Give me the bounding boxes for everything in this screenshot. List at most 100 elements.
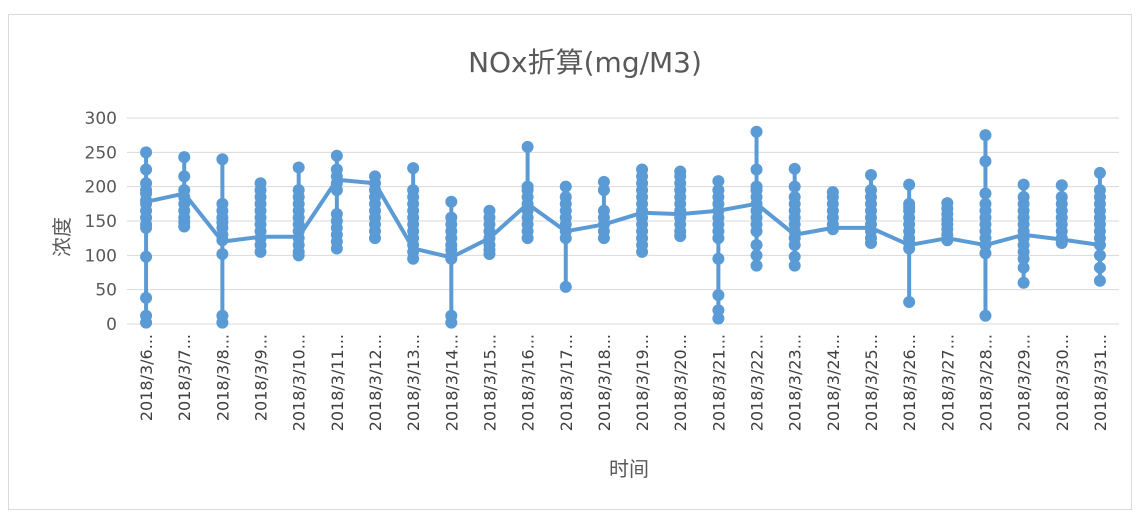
x-tick-label: 2018/3/20... [671, 334, 690, 431]
data-point [636, 245, 649, 258]
data-point [788, 162, 801, 175]
data-point [979, 239, 992, 252]
data-point [597, 184, 610, 197]
data-point [674, 230, 687, 243]
data-point [178, 220, 191, 233]
data-point [330, 184, 343, 197]
data-point [559, 232, 572, 245]
data-point [750, 249, 763, 262]
data-point [903, 296, 916, 309]
data-point [750, 225, 763, 238]
data-point [369, 232, 381, 245]
data-point [1093, 274, 1106, 287]
x-tick-label: 2018/3/13... [404, 334, 423, 431]
data-point [407, 252, 420, 265]
data-point [788, 259, 801, 272]
y-tick-label: 150 [85, 212, 117, 232]
data-point [483, 247, 496, 260]
x-axis-ticks: 2018/3/6... 2018/3/7... 2018/3/8... 2018/3/… [137, 334, 1110, 431]
x-tick-label: 2018/3/28... [976, 334, 995, 431]
y-axis-title: 浓度 [50, 217, 74, 257]
x-tick-label: 2018/3/18... [595, 334, 614, 431]
x-tick-label: 2018/3/27... [938, 334, 957, 431]
y-axis-ticks: 0 50 100 150 200 250 300 [85, 109, 117, 335]
data-point [750, 163, 763, 176]
data-point [1093, 239, 1106, 252]
data-point [178, 151, 191, 164]
data-point [865, 236, 877, 249]
data-point [865, 168, 877, 181]
y-tick-label: 200 [85, 178, 117, 198]
data-point [1055, 179, 1068, 192]
data-point [559, 180, 572, 193]
data-point [140, 316, 153, 329]
data-point [1017, 178, 1030, 191]
data-point [979, 129, 992, 142]
data-point [521, 232, 534, 245]
x-tick-label: 2018/3/8... [213, 334, 232, 421]
data-point [445, 316, 458, 329]
data-point [216, 316, 229, 329]
data-point [445, 252, 458, 265]
data-point [1017, 252, 1030, 265]
data-point [979, 155, 992, 168]
x-tick-label: 2018/3/9... [252, 334, 271, 421]
data-point [1055, 236, 1068, 249]
data-point [712, 289, 725, 302]
x-tick-label: 2018/3/16... [519, 334, 538, 431]
x-tick-label: 2018/3/15... [480, 334, 499, 431]
y-tick-label: 300 [85, 109, 117, 129]
data-point [1093, 166, 1106, 179]
data-point [712, 252, 725, 265]
data-point [140, 250, 153, 263]
data-point [559, 280, 572, 293]
data-point [445, 195, 458, 208]
x-tick-label: 2018/3/26... [900, 334, 919, 431]
data-point [788, 180, 801, 193]
data-point [750, 259, 763, 272]
x-tick-label: 2018/3/7... [175, 334, 194, 421]
chart-title: NOx折算(mg/M3) [468, 46, 702, 79]
data-point [979, 247, 992, 260]
data-point [979, 309, 992, 322]
x-tick-label: 2018/3/23... [786, 334, 805, 431]
y-tick-label: 50 [95, 281, 117, 301]
data-point [788, 250, 801, 263]
x-tick-label: 2018/3/6... [137, 334, 156, 421]
data-point [216, 234, 229, 247]
data-point [178, 170, 191, 183]
x-tick-label: 2018/3/25... [862, 334, 881, 431]
data-point [292, 161, 305, 174]
x-tick-label: 2018/3/21... [709, 334, 728, 431]
x-tick-label: 2018/3/11... [328, 334, 347, 431]
data-point [140, 221, 153, 234]
data-point [407, 162, 420, 175]
x-tick-label: 2018/3/17... [557, 334, 576, 431]
x-tick-label: 2018/3/10... [290, 334, 309, 431]
data-point [216, 153, 229, 166]
data-point [788, 239, 801, 252]
gridlines [127, 117, 1119, 325]
y-tick-label: 250 [85, 143, 117, 163]
data-point [1093, 261, 1106, 274]
data-point [712, 232, 725, 245]
data-point [330, 149, 343, 162]
x-tick-label: 2018/3/14... [442, 334, 461, 431]
data-point [750, 239, 763, 252]
data-point [140, 291, 153, 304]
data-point [979, 187, 992, 200]
x-tick-label: 2018/3/24... [824, 334, 843, 431]
data-point [216, 247, 229, 260]
chart-svg: NOx折算(mg/M3) 0 50 100 150 200 250 300 浓度 2018/… [50, 46, 1119, 481]
data-point [521, 140, 534, 153]
data-point [826, 223, 839, 236]
data-point [292, 249, 305, 262]
y-tick-label: 100 [85, 246, 117, 266]
x-tick-label: 2018/3/12... [366, 334, 385, 431]
x-tick-label: 2018/3/22... [748, 334, 767, 431]
data-point [597, 175, 610, 188]
data-point [750, 125, 763, 138]
x-tick-label: 2018/3/30... [1053, 334, 1072, 431]
x-tick-label: 2018/3/19... [633, 334, 652, 431]
data-point [903, 242, 916, 255]
